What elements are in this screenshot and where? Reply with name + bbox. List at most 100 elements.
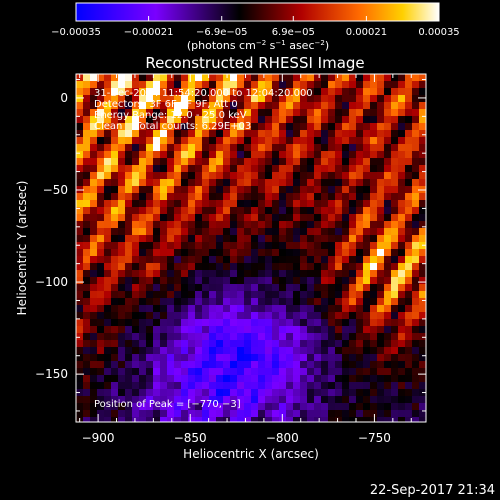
heatmap-cell <box>76 256 84 264</box>
heatmap-cell <box>335 396 343 404</box>
heatmap-cell <box>195 186 203 194</box>
heatmap-cell <box>314 291 322 299</box>
heatmap-cell <box>398 284 406 292</box>
heatmap-cell <box>174 291 182 299</box>
heatmap-cell <box>300 137 308 145</box>
heatmap-cell <box>153 340 161 348</box>
heatmap-cell <box>139 284 147 292</box>
heatmap-cell <box>412 81 420 89</box>
heatmap-cell <box>314 347 322 355</box>
heatmap-cell <box>230 179 238 187</box>
heatmap-cell <box>293 368 301 376</box>
heatmap-cell <box>398 417 406 422</box>
heatmap-cell <box>230 235 238 243</box>
heatmap-cell <box>356 396 364 404</box>
heatmap-cell <box>391 347 399 355</box>
heatmap-cell <box>342 333 350 341</box>
heatmap-cell <box>174 88 182 96</box>
heatmap-cell <box>244 291 252 299</box>
heatmap-cell <box>76 207 84 215</box>
heatmap-cell <box>342 312 350 320</box>
heatmap-cell <box>90 312 98 320</box>
heatmap-cell <box>111 221 119 229</box>
heatmap-cell <box>97 333 105 341</box>
heatmap-cell <box>293 277 301 285</box>
heatmap-cell <box>370 200 378 208</box>
heatmap-cell <box>335 235 343 243</box>
heatmap-cell <box>118 312 126 320</box>
heatmap-cell <box>398 207 406 215</box>
heatmap-cell <box>125 200 133 208</box>
heatmap-cell <box>139 403 147 411</box>
heatmap-cell <box>174 312 182 320</box>
heatmap-cell <box>237 270 245 278</box>
heatmap-cell <box>209 347 217 355</box>
heatmap-cell <box>342 88 350 96</box>
heatmap-cell <box>223 214 231 222</box>
heatmap-cell <box>328 277 336 285</box>
heatmap-cell <box>384 263 392 271</box>
heatmap-cell <box>251 270 259 278</box>
heatmap-cell <box>384 235 392 243</box>
heatmap-cell <box>111 186 119 194</box>
heatmap-cell <box>300 116 308 124</box>
heatmap-cell <box>251 172 259 180</box>
heatmap-cell <box>251 130 259 138</box>
heatmap-cell <box>237 277 245 285</box>
heatmap-cell <box>174 319 182 327</box>
heatmap-cell <box>307 186 315 194</box>
heatmap-cell <box>139 137 147 145</box>
heatmap-cell <box>398 277 406 285</box>
heatmap-cell <box>272 242 280 250</box>
heatmap-cell <box>181 116 189 124</box>
heatmap-cell <box>195 396 203 404</box>
heatmap-cell <box>195 333 203 341</box>
heatmap-cell <box>356 179 364 187</box>
heatmap-cell <box>202 368 210 376</box>
heatmap-cell <box>405 193 413 201</box>
heatmap-cell <box>377 291 385 299</box>
heatmap-cell <box>328 284 336 292</box>
heatmap-cell <box>216 277 224 285</box>
heatmap-cell <box>76 263 84 271</box>
heatmap-cell <box>167 375 175 383</box>
heatmap-cell <box>342 221 350 229</box>
heatmap-cell <box>258 242 266 250</box>
heatmap-cell <box>195 291 203 299</box>
heatmap-cell <box>104 81 112 89</box>
heatmap-cell <box>377 333 385 341</box>
heatmap-cell <box>384 382 392 390</box>
heatmap-cell <box>258 347 266 355</box>
heatmap-cell <box>209 207 217 215</box>
heatmap-cell <box>293 207 301 215</box>
heatmap-cell <box>412 333 420 341</box>
heatmap-cell <box>286 263 294 271</box>
heatmap-cell <box>335 242 343 250</box>
heatmap-cell <box>132 256 140 264</box>
heatmap-cell <box>146 298 154 306</box>
heatmap-cell <box>216 305 224 313</box>
heatmap-cell <box>314 242 322 250</box>
heatmap-cell <box>237 116 245 124</box>
heatmap-cell <box>356 333 364 341</box>
heatmap-cell <box>377 137 385 145</box>
heatmap-cell <box>300 123 308 131</box>
heatmap-cell <box>258 249 266 257</box>
heatmap-cell <box>279 116 287 124</box>
heatmap-cell <box>328 417 336 422</box>
heatmap-cell <box>90 354 98 362</box>
heatmap-cell <box>251 221 259 229</box>
heatmap-cell <box>335 228 343 236</box>
heatmap-cell <box>146 186 154 194</box>
heatmap-cell <box>293 354 301 362</box>
heatmap-cell <box>391 221 399 229</box>
heatmap-cell <box>118 263 126 271</box>
heatmap-cell <box>349 137 357 145</box>
heatmap-cell <box>314 319 322 327</box>
heatmap-cell <box>342 382 350 390</box>
heatmap-cell <box>342 151 350 159</box>
heatmap-cell <box>202 361 210 369</box>
heatmap-cell <box>391 137 399 145</box>
annotation-energy-range: Energy Range: 12.0 - 25.0 keV <box>94 110 247 121</box>
heatmap-cell <box>398 221 406 229</box>
